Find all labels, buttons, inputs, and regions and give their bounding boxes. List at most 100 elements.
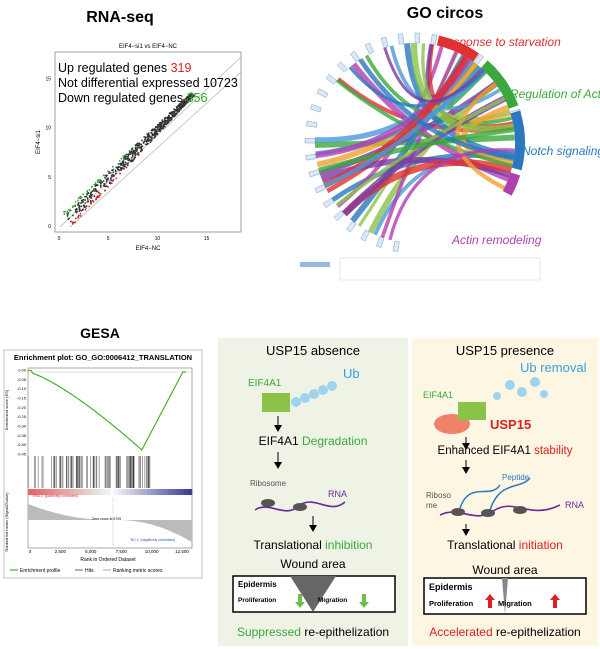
- gene-dot: [112, 178, 115, 181]
- gene-dot: [187, 99, 190, 102]
- gene-dot: [122, 163, 125, 165]
- chord: [335, 78, 513, 168]
- shape: [261, 499, 275, 507]
- rank-color: [122, 489, 127, 495]
- gene-dot: [128, 158, 131, 161]
- gene-dot: [80, 196, 83, 199]
- wound-box: [423, 577, 587, 615]
- rank-color: [151, 489, 156, 495]
- gene-dot: [139, 146, 142, 148]
- ub: Ub removal: [520, 360, 587, 375]
- gene-dot: [120, 169, 123, 171]
- gene-dot: [118, 159, 121, 162]
- y-tick-label: -0.05: [17, 377, 27, 382]
- gene-dot: [74, 201, 77, 203]
- gene-dot: [149, 141, 152, 144]
- gene-segment: [414, 32, 421, 44]
- gene-dot: [131, 160, 134, 162]
- gene-segment: [349, 50, 361, 63]
- gene-dot: [133, 158, 136, 160]
- shape: [295, 594, 305, 608]
- x-tick-label: 10: [155, 236, 161, 242]
- gene-dot: [119, 164, 122, 166]
- gene-dot: [84, 208, 87, 211]
- rank-color: [187, 489, 193, 495]
- gene-segment: [304, 137, 316, 144]
- label: Ranking metric scores: [113, 568, 163, 574]
- go-term: Regulation of Actin: [510, 87, 600, 101]
- gene-dot: [67, 218, 70, 221]
- gene-dot: [127, 159, 130, 162]
- gene-dot: [143, 140, 146, 143]
- gene-dot: [140, 149, 143, 152]
- rank-color: [60, 489, 66, 495]
- gene-segment: [325, 74, 338, 85]
- gene-dot: [112, 171, 115, 174]
- gene-dot: [125, 158, 128, 160]
- gene-dot: [160, 122, 163, 124]
- go-term: Response to starvation: [438, 35, 561, 49]
- gene-dot: [131, 148, 134, 151]
- gene-dot: [129, 159, 132, 162]
- y-tick-label: -0.40: [17, 442, 27, 447]
- peptide: Peptide: [502, 473, 530, 482]
- shape: [530, 377, 540, 387]
- rank-color: [73, 489, 78, 495]
- gene-dot: [119, 172, 121, 175]
- y-tick-label: 5: [48, 175, 51, 181]
- shape: [451, 508, 465, 516]
- gene-dot: [109, 177, 112, 179]
- gene-dot: [185, 100, 187, 103]
- chord: [358, 58, 515, 160]
- gene-dot: [81, 199, 84, 202]
- gene-dot: [88, 205, 91, 208]
- shape: [459, 477, 531, 511]
- step: Enhanced EIF4A1 stability: [438, 445, 573, 457]
- gene-dot: [103, 189, 106, 192]
- arrow: [462, 460, 470, 474]
- rank-color: [146, 489, 152, 495]
- gene-dot: [90, 191, 93, 194]
- gene-dot: [86, 201, 89, 203]
- y-tick-label: -0.20: [17, 405, 27, 410]
- gene-dot: [146, 140, 148, 143]
- gene-dot: [74, 221, 77, 224]
- gene-dot: [95, 198, 97, 200]
- gene-dot: [137, 146, 139, 149]
- gene-dot: [85, 195, 88, 198]
- gene-segment: [360, 229, 370, 242]
- rank-color: [56, 489, 62, 495]
- gene-dot: [102, 184, 105, 187]
- label: Enrichment profile: [20, 568, 61, 574]
- gene-dot: [84, 205, 86, 208]
- shape: [291, 397, 301, 407]
- gene-dot: [160, 125, 163, 128]
- label: Enhanced EIF4A1: [438, 445, 531, 457]
- legend-down: Down regulated genes 356: [58, 91, 207, 105]
- x-tick-label: 0: [29, 549, 32, 554]
- gene-dot: [149, 136, 152, 139]
- shape: [339, 257, 541, 281]
- rank-color: [171, 489, 176, 495]
- gene-dot: [168, 115, 170, 117]
- gene-dot: [99, 185, 102, 188]
- epidermis: Epidermis: [238, 580, 277, 589]
- plot-frame: [54, 51, 242, 233]
- rank-color: [114, 489, 119, 495]
- x-tick-label: 7,500: [116, 549, 128, 554]
- proliferation: Proliferation: [429, 599, 474, 608]
- gene-segment: [430, 34, 438, 46]
- usp15: USP15: [490, 417, 531, 432]
- gene-dot: [148, 134, 151, 137]
- panel-title: GO circos: [407, 5, 484, 22]
- gene-dot: [80, 209, 83, 212]
- gene-dot: [147, 138, 149, 141]
- gene-dot: [87, 192, 90, 195]
- gene-segment: [310, 104, 322, 113]
- gene-dot: [120, 157, 123, 160]
- gene-dot: [139, 143, 141, 145]
- wound: Wound area: [472, 563, 537, 577]
- shape: [513, 506, 527, 514]
- y-label: Ranked list metric (Signal2Noise): [4, 492, 9, 552]
- ribosome-graphic: [254, 499, 346, 532]
